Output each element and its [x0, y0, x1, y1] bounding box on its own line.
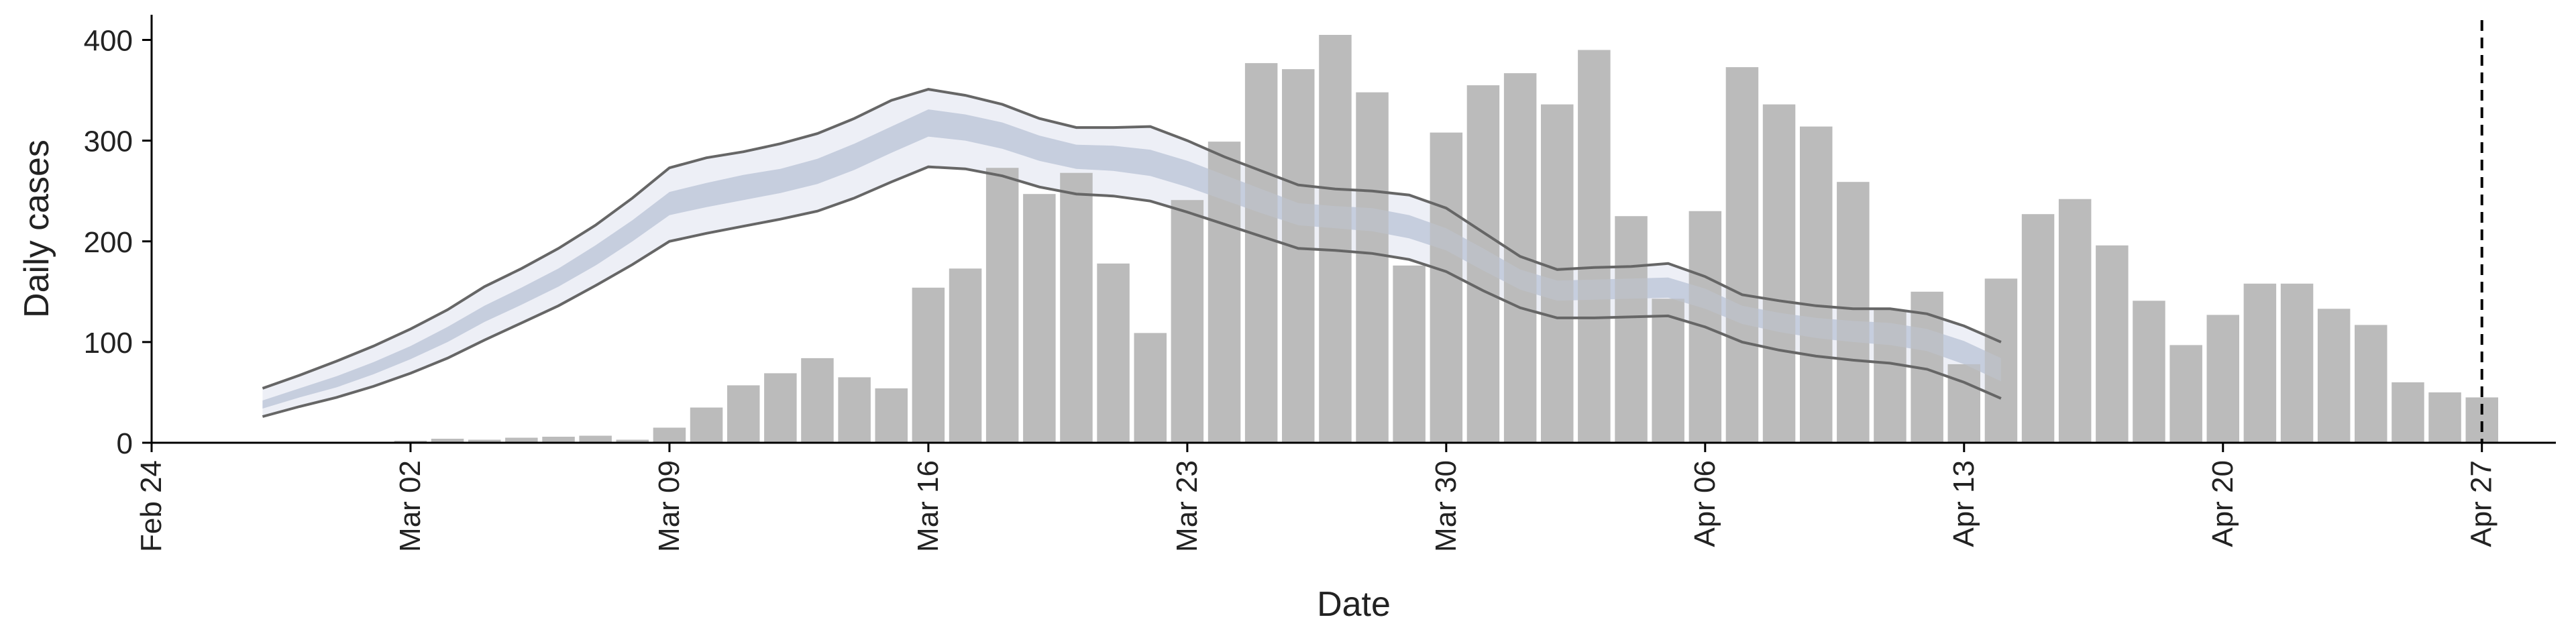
y-tick-label: 0 — [117, 427, 133, 460]
daily-cases-bar — [1023, 194, 1056, 443]
daily-cases-bar — [1466, 85, 1500, 443]
daily-cases-bar — [542, 437, 575, 443]
upper-interval-line — [262, 88, 2002, 390]
daily-cases-bar — [653, 427, 686, 443]
y-tick-label: 400 — [84, 25, 133, 58]
daily-cases-bar — [1282, 69, 1315, 443]
x-tick-label: Apr 06 — [1688, 460, 1721, 547]
x-tick-label: Mar 02 — [394, 460, 427, 552]
x-tick-label: Mar 23 — [1171, 460, 1203, 552]
daily-cases-bar — [1430, 132, 1463, 443]
lower-interval-line — [262, 165, 2002, 418]
daily-cases-bar — [1725, 67, 1759, 443]
daily-cases-bar — [1208, 142, 1241, 443]
daily-cases-bar — [1244, 63, 1278, 443]
y-tick-label: 100 — [84, 327, 133, 360]
y-tick-label: 300 — [84, 125, 133, 158]
daily-cases-bar — [1800, 126, 1833, 443]
daily-cases-bar — [1874, 309, 1907, 443]
x-tick-label: Mar 09 — [653, 460, 686, 552]
daily-cases-bar — [2355, 325, 2387, 443]
inner-interval-area — [262, 109, 2001, 409]
y-axis-label: Daily cases — [17, 140, 56, 318]
daily-cases-bar — [1134, 333, 1167, 443]
daily-cases-bar — [1762, 104, 1796, 443]
x-axis-label: Date — [1317, 585, 1391, 624]
daily-cases-bar — [912, 287, 945, 443]
daily-cases-bar — [2280, 283, 2314, 443]
daily-cases-bar — [1652, 299, 1684, 443]
daily-cases-bar — [1984, 278, 2018, 443]
daily-cases-bar — [2133, 301, 2165, 443]
daily-cases-bar — [1171, 200, 1204, 443]
daily-cases-bar — [1947, 364, 1980, 443]
x-tick-label: Apr 20 — [2206, 460, 2239, 547]
daily-cases-bar — [1578, 50, 1611, 443]
daily-cases-bar — [2169, 345, 2202, 443]
daily-cases-bar — [1503, 73, 1537, 443]
daily-cases-bar — [616, 439, 649, 443]
daily-cases-bar — [838, 377, 871, 443]
ticks-layer: 0 100 200 300 400 Feb 24 Mar 02 Mar 09 Mar 16 Mar… — [84, 25, 2498, 552]
y-tick-label: 200 — [84, 226, 133, 259]
daily-cases-bar — [1060, 172, 1093, 443]
daily-cases-bar — [985, 168, 1019, 443]
daily-cases-bar — [764, 373, 797, 443]
daily-cases-bar — [2317, 309, 2351, 443]
daily-cases-bar — [1356, 92, 1389, 443]
daily-cases-bar — [505, 437, 538, 443]
daily-cases-bar — [1541, 104, 1574, 443]
x-tick-label: Feb 24 — [135, 460, 168, 552]
daily-cases-bar — [579, 435, 612, 443]
daily-cases-bar — [690, 407, 723, 443]
daily-cases-bar — [2058, 199, 2092, 443]
outer-interval-area — [262, 89, 2001, 417]
daily-cases-bar — [2096, 245, 2129, 443]
daily-cases-bar — [1097, 263, 1130, 443]
estimate-band-layer — [262, 89, 2001, 417]
daily-cases-bar — [2243, 283, 2277, 443]
daily-cases-bar — [468, 439, 501, 443]
daily-cases-bar — [1837, 182, 1870, 443]
daily-cases-bar — [949, 268, 982, 443]
daily-cases-bar — [1615, 216, 1648, 443]
band-edges-layer — [262, 88, 2002, 418]
axes-layer — [150, 15, 2556, 444]
inner-interval-overlay — [262, 109, 2001, 409]
daily-cases-bar — [2206, 315, 2239, 443]
daily-cases-bar — [2392, 382, 2424, 443]
daily-cases-bar — [1393, 265, 1426, 443]
x-tick-label: Apr 13 — [1947, 460, 1980, 547]
x-tick-label: Apr 27 — [2465, 460, 2498, 547]
daily-cases-bar — [2021, 214, 2055, 443]
x-tick-label: Mar 30 — [1430, 460, 1462, 552]
daily-cases-bar — [2428, 392, 2461, 443]
daily-cases-bar — [431, 439, 464, 443]
daily-cases-bar — [875, 388, 908, 443]
bars-layer — [262, 35, 2498, 443]
daily-cases-bar — [1319, 35, 1352, 443]
x-tick-label: Mar 16 — [912, 460, 945, 552]
daily-cases-bar — [727, 385, 760, 443]
daily-cases-bar — [801, 358, 834, 443]
